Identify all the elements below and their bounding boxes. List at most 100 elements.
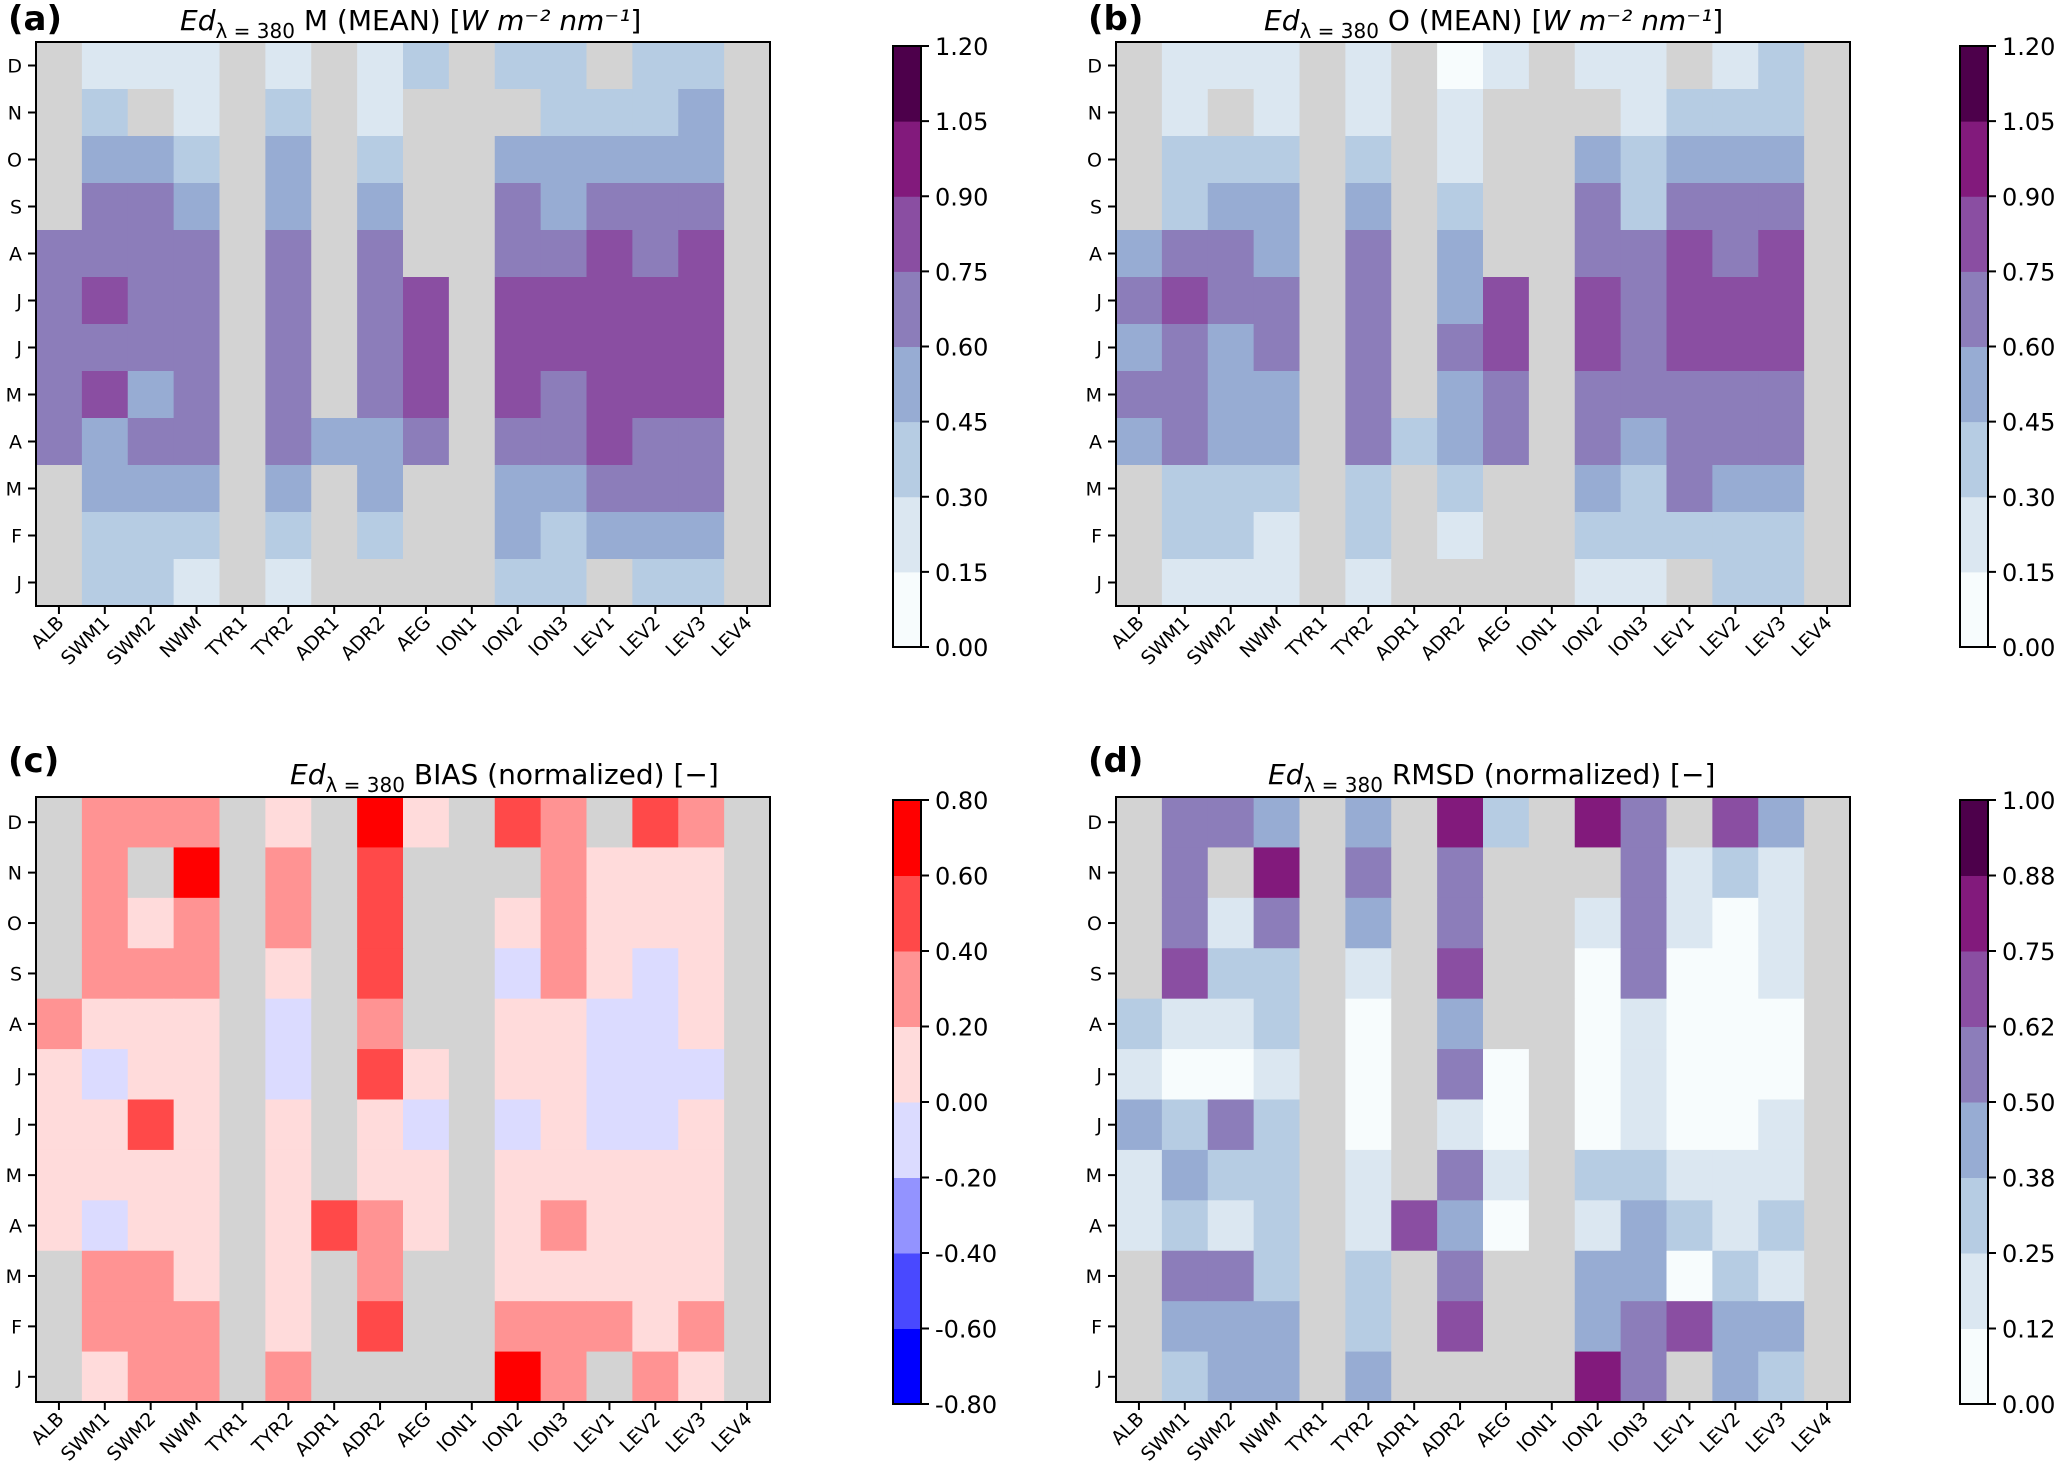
heatmap-cell: [1712, 183, 1759, 231]
heatmap-cell: [1253, 1250, 1301, 1302]
heatmap-cells: [1116, 42, 1851, 607]
heatmap-cell: [632, 998, 679, 1050]
heatmap-cell: [1758, 89, 1805, 137]
heatmap-cell: [494, 89, 542, 137]
heatmap-cell: [448, 1099, 496, 1151]
heatmap-cell: [1758, 1099, 1805, 1151]
heatmap-cell: [219, 512, 266, 560]
heatmap-cell: [1528, 1200, 1576, 1252]
heatmap-cell: [1574, 897, 1622, 949]
heatmap-cell: [632, 512, 679, 560]
heatmap-cell: [1253, 324, 1301, 372]
heatmap-cell: [1712, 948, 1759, 1000]
heatmap-cell: [1161, 1049, 1209, 1100]
heatmap-cell: [1483, 948, 1530, 1000]
heatmap-cell: [1391, 948, 1438, 1000]
colorbar-bin: [1960, 1253, 1988, 1329]
heatmap-cell: [1161, 89, 1209, 137]
heatmap-cell: [1804, 42, 1851, 90]
heatmap-cell: [357, 1200, 404, 1252]
heatmap-cell: [448, 1301, 496, 1353]
heatmap-cell: [311, 948, 358, 1000]
x-tick-label: SWM1: [57, 612, 115, 670]
heatmap-cell: [448, 897, 496, 949]
heatmap-cell: [1299, 183, 1346, 231]
heatmap-cell: [265, 1250, 312, 1302]
heatmap-cell: [173, 847, 221, 899]
heatmap-cell: [1161, 183, 1209, 231]
heatmap-cell: [1712, 1301, 1759, 1353]
colorbar-tick-label: 0.75: [2002, 938, 2055, 966]
heatmap-cell: [540, 512, 588, 560]
heatmap-cell: [1804, 1049, 1851, 1100]
heatmap-cell: [494, 1099, 542, 1151]
heatmap-cell: [403, 136, 450, 184]
heatmap-cell: [81, 465, 129, 513]
heatmap-cell: [1574, 998, 1622, 1050]
heatmap-cell: [265, 998, 312, 1050]
y-tick-label: D: [7, 812, 22, 834]
heatmap-cell: [357, 89, 404, 137]
heatmap-cell: [1299, 1099, 1346, 1151]
heatmap-cell: [1758, 998, 1805, 1050]
heatmap-cell: [265, 465, 312, 513]
heatmap-cell: [1253, 371, 1301, 419]
heatmap-cell: [1483, 183, 1530, 231]
heatmap-cell: [1574, 1250, 1622, 1302]
heatmap-cell: [219, 998, 266, 1050]
heatmap-cell: [724, 1049, 771, 1100]
heatmap-cell: [586, 1049, 633, 1100]
heatmap-cell: [1161, 371, 1209, 419]
heatmap-cell: [1804, 418, 1851, 466]
heatmap-cell: [173, 1351, 221, 1403]
heatmap-cell: [1207, 371, 1255, 419]
x-tick-label: ION2: [479, 612, 528, 661]
heatmap-cell: [1528, 465, 1576, 513]
heatmap-cell: [586, 948, 633, 1000]
heatmap-cell: [1437, 998, 1484, 1050]
colorbar-bin: [1960, 1177, 1988, 1254]
heatmap-cell: [1391, 277, 1438, 325]
heatmap-cell: [173, 1200, 221, 1252]
colorbar-bin: [1960, 1026, 1988, 1103]
panel-title: Edλ = 380 M (MEAN) [W m⁻² nm⁻¹]: [180, 4, 641, 43]
heatmap-cell: [1391, 998, 1438, 1050]
x-tick-label: ION1: [1513, 1408, 1562, 1457]
heatmap-cell: [403, 1049, 450, 1100]
heatmap-cell: [1391, 1351, 1438, 1403]
x-tick-label: NWM: [1236, 1408, 1286, 1458]
colorbar-tick-label: 0.00: [2002, 634, 2055, 662]
colorbar-tick-label: 0.62: [2002, 1014, 2055, 1042]
heatmap-cell: [1299, 797, 1346, 848]
heatmap-cell: [1574, 1200, 1622, 1252]
heatmap-cell: [1207, 1200, 1255, 1252]
heatmap-cell: [632, 418, 679, 466]
colorbar-tick-label: 0.12: [2002, 1316, 2055, 1344]
heatmap-cell: [1758, 418, 1805, 466]
heatmap-cell: [36, 948, 83, 1000]
heatmap-cell: [1116, 948, 1163, 1000]
heatmap-cell: [1804, 89, 1851, 137]
heatmap-cell: [1391, 1200, 1438, 1252]
heatmap-cell: [1528, 371, 1576, 419]
heatmap-cell: [1207, 136, 1255, 184]
y-tick-label: A: [9, 1216, 22, 1238]
x-tick-label: ION2: [1559, 1408, 1608, 1457]
heatmap-cell: [219, 1049, 266, 1100]
heatmap-cell: [724, 1099, 771, 1151]
y-tick-label: J: [15, 338, 22, 360]
x-tick-label: AEG: [392, 1408, 436, 1452]
heatmap-cell: [1207, 512, 1255, 560]
heatmap-cell: [1528, 183, 1576, 231]
x-tick-label: ION1: [433, 1408, 482, 1457]
heatmap-cell: [1161, 559, 1209, 607]
heatmap-cell: [1207, 1351, 1255, 1403]
x-tick-label: SWM2: [103, 1408, 161, 1466]
heatmap-cell: [1712, 89, 1759, 137]
heatmap-cell: [1116, 42, 1163, 90]
heatmap-cell: [1161, 847, 1209, 899]
heatmap-cell: [540, 465, 588, 513]
heatmap-cell: [448, 230, 496, 278]
heatmap-cell: [1437, 42, 1484, 90]
